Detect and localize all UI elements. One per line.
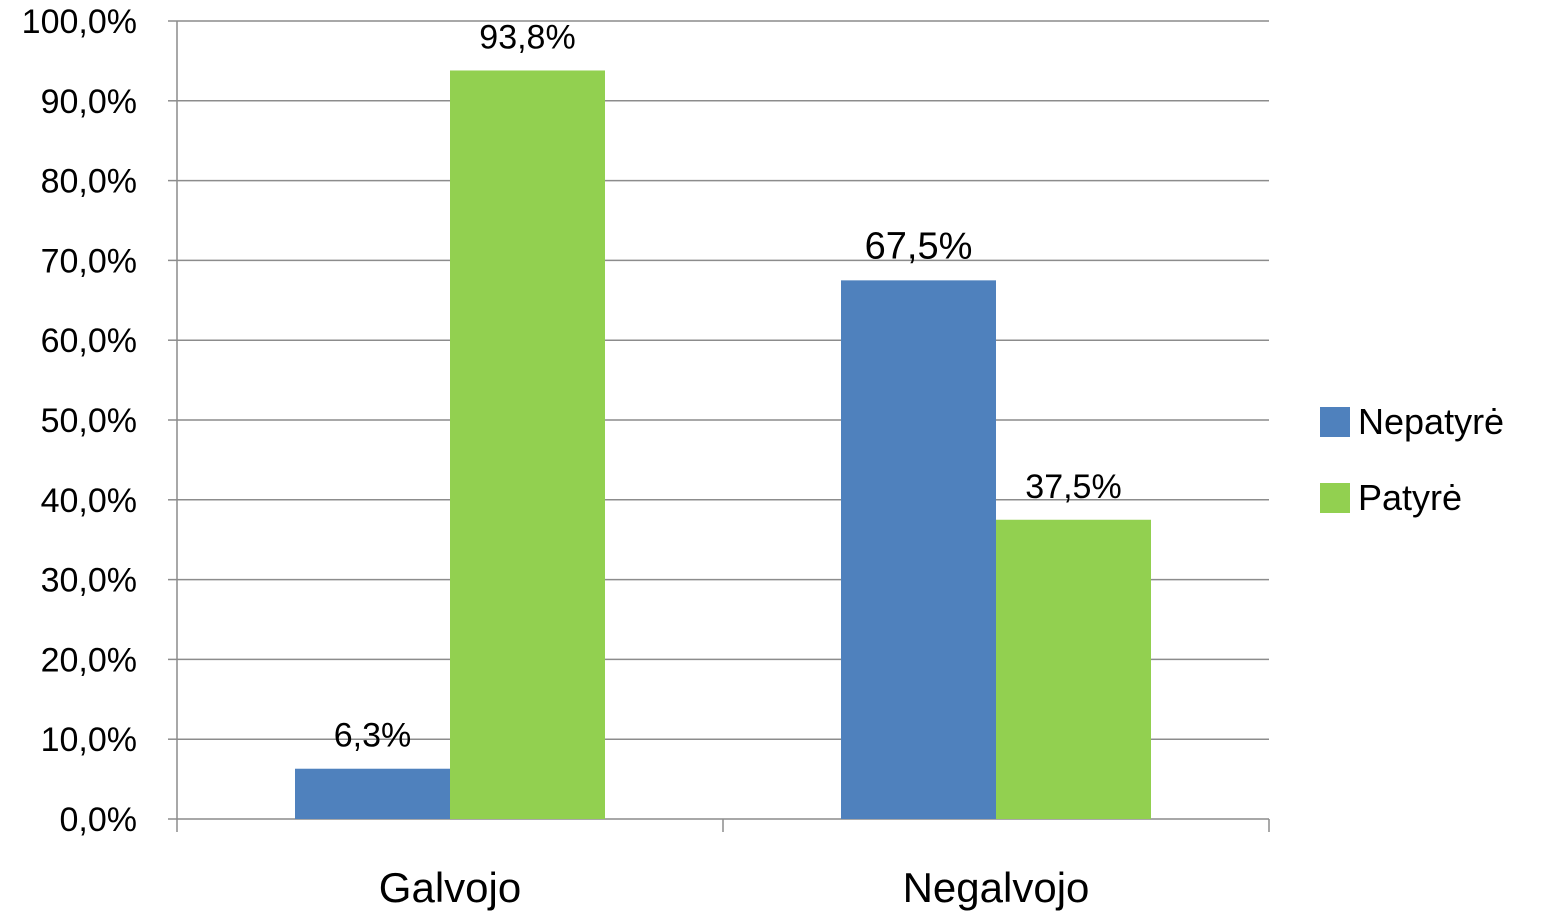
- y-tick-label: 40,0%: [41, 482, 137, 520]
- axes: 0,0% 10,0% 20,0% 30,0% 40,0% 50,0% 60,0% 70,0% 8…: [22, 3, 1270, 911]
- legend-label: Patyrė: [1358, 477, 1462, 518]
- data-label: 67,5%: [865, 225, 973, 267]
- y-tick-label: 90,0%: [41, 83, 137, 121]
- bar-patyre: [996, 519, 1151, 819]
- y-tick-label: 60,0%: [41, 322, 137, 360]
- legend-label: Nepatyrė: [1358, 401, 1504, 442]
- x-category-label: Negalvojo: [903, 864, 1090, 911]
- y-tick-label: 0,0%: [60, 801, 138, 839]
- data-label: 6,3%: [334, 717, 412, 755]
- y-tick-label: 100,0%: [22, 3, 137, 41]
- legend-swatch: [1320, 483, 1350, 513]
- y-tick-label: 10,0%: [41, 721, 137, 759]
- bar-nepatyre: [295, 768, 450, 819]
- legend: Nepatyrė Patyrė: [1320, 401, 1504, 518]
- data-labels: 6,3% 93,8% 67,5% 37,5%: [334, 18, 1122, 754]
- bar-nepatyre: [841, 280, 996, 820]
- y-tick-label: 80,0%: [41, 163, 137, 201]
- bars: [295, 70, 1151, 820]
- data-label: 93,8%: [479, 18, 575, 56]
- y-tick-label: 70,0%: [41, 242, 137, 280]
- legend-swatch: [1320, 407, 1350, 437]
- y-tick-label: 30,0%: [41, 562, 137, 600]
- data-label: 37,5%: [1025, 468, 1121, 506]
- y-tick-label: 20,0%: [41, 641, 137, 679]
- gridlines: [177, 20, 1269, 740]
- x-category-label: Galvojo: [379, 864, 521, 911]
- bar-patyre: [450, 70, 605, 819]
- y-tick-label: 50,0%: [41, 402, 137, 440]
